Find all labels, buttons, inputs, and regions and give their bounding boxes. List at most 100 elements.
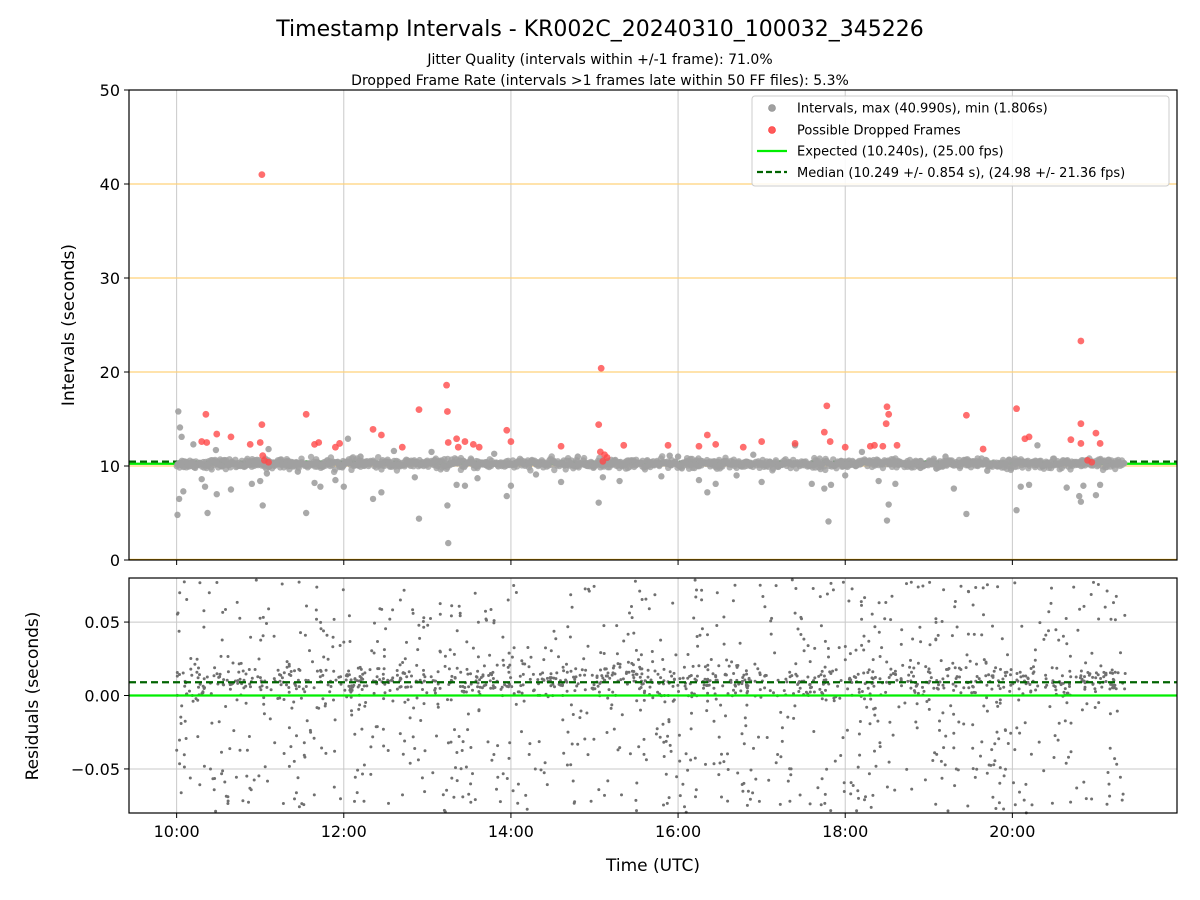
residual-point xyxy=(471,688,474,692)
residual-point xyxy=(1028,683,1032,686)
residual-point xyxy=(878,655,882,658)
residual-point xyxy=(752,746,755,750)
residual-point xyxy=(706,683,710,687)
residual-point xyxy=(1004,767,1007,771)
residual-point xyxy=(436,670,440,674)
residual-point xyxy=(706,663,710,667)
residual-point xyxy=(510,685,514,689)
interval-outlier-point-64 xyxy=(1017,483,1024,490)
residual-point xyxy=(702,686,705,690)
intervals-y-tick-label-1: 10 xyxy=(100,457,120,476)
residual-point xyxy=(649,678,653,682)
residual-point xyxy=(217,720,221,724)
residual-point xyxy=(570,742,574,746)
residual-point xyxy=(401,671,405,675)
residual-point xyxy=(533,767,537,771)
residual-point xyxy=(816,786,820,790)
residual-point xyxy=(347,684,351,688)
residual-point xyxy=(971,723,975,727)
residual-point xyxy=(626,660,630,664)
interval-outlier-point-59 xyxy=(917,464,924,472)
residual-point xyxy=(175,748,179,752)
residual-point xyxy=(595,676,599,679)
residual-point xyxy=(842,790,846,793)
dropped-frame-points xyxy=(198,171,1104,466)
residual-point xyxy=(331,635,335,639)
residual-point xyxy=(570,605,574,609)
residual-point xyxy=(357,679,361,683)
residual-point xyxy=(508,663,512,667)
residual-point xyxy=(1108,671,1112,675)
intervals-y-tick-label-5: 50 xyxy=(100,81,120,100)
residual-point xyxy=(690,711,693,715)
residual-point xyxy=(411,611,415,615)
residual-point xyxy=(634,672,638,676)
interval-outlier-point-1 xyxy=(176,424,184,431)
dropped-frame-point-38 xyxy=(256,439,264,446)
residual-point xyxy=(196,735,200,739)
interval-outlier-point-14 xyxy=(259,502,266,509)
residual-point xyxy=(843,658,847,662)
residual-point xyxy=(287,672,291,676)
residual-point xyxy=(726,752,729,756)
dropped-frame-point-56 xyxy=(871,441,878,449)
residual-point xyxy=(450,776,454,780)
residual-point xyxy=(885,785,889,789)
residual-point xyxy=(297,805,301,809)
residual-point xyxy=(952,731,956,735)
residual-point xyxy=(1004,674,1008,678)
residual-point xyxy=(247,735,251,738)
interval-outlier-point-72 xyxy=(1034,442,1041,449)
dropped-frame-point-18 xyxy=(369,425,377,433)
residual-point xyxy=(790,674,794,678)
legend-marker-intervals xyxy=(768,104,776,112)
residual-point xyxy=(686,653,690,656)
residual-point xyxy=(543,761,547,765)
residual-point xyxy=(706,668,710,672)
residual-point xyxy=(604,674,608,678)
residual-point xyxy=(1114,687,1118,691)
residual-point xyxy=(957,666,961,670)
residual-point xyxy=(496,744,500,748)
residual-point xyxy=(1029,667,1033,670)
residual-point xyxy=(661,722,665,726)
residual-point xyxy=(566,730,570,734)
residual-point xyxy=(689,727,693,731)
residual-point xyxy=(868,722,872,726)
interval-outlier-point-23 xyxy=(344,435,352,442)
interval-outlier-point-6 xyxy=(198,475,205,483)
residual-point xyxy=(565,670,569,674)
dropped-frame-point-24 xyxy=(377,431,385,439)
residual-point xyxy=(1013,803,1017,807)
residual-point xyxy=(305,604,308,608)
residual-point xyxy=(195,670,199,674)
residual-point xyxy=(579,709,583,713)
residual-point xyxy=(536,678,540,682)
residual-point xyxy=(406,698,410,702)
residual-point xyxy=(601,676,605,680)
residual-point xyxy=(1074,675,1078,679)
residual-point xyxy=(220,772,224,776)
residual-point xyxy=(971,746,975,750)
dropped-frame-point-50 xyxy=(664,441,672,449)
residual-point xyxy=(1118,775,1122,779)
residual-point xyxy=(635,699,639,703)
residual-point xyxy=(684,687,688,691)
residual-point xyxy=(406,685,410,689)
residual-point xyxy=(357,683,361,687)
residual-point xyxy=(1056,738,1060,742)
residual-point xyxy=(833,759,837,763)
residual-point xyxy=(381,672,385,676)
residual-point xyxy=(843,645,847,648)
residual-point xyxy=(662,740,666,744)
residuals-points xyxy=(175,578,1127,815)
residual-point xyxy=(668,670,672,674)
residual-point xyxy=(1068,654,1072,658)
interval-outlier-point-70 xyxy=(1096,481,1104,488)
residual-point xyxy=(745,672,749,676)
residual-point xyxy=(423,675,427,679)
residual-point xyxy=(482,664,486,668)
residual-point xyxy=(1111,683,1115,687)
residual-point xyxy=(297,685,301,689)
